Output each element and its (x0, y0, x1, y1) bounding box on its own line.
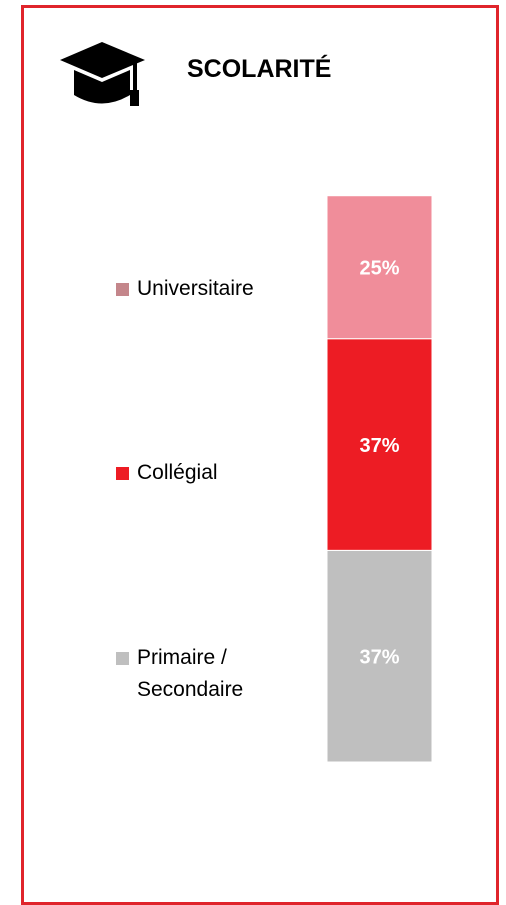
legend-swatch (116, 652, 129, 666)
legend-item: Universitaire (116, 273, 276, 305)
bar-segment (326, 195, 433, 340)
graduation-cap-icon (60, 42, 145, 106)
legend-item: Collégial (116, 457, 276, 489)
value-label: 25% (359, 258, 399, 280)
legend-label: Universitaire (137, 277, 254, 301)
page: 37% 37% 25% SCOLARITÉ Primaire / Secondair… (21, 5, 499, 905)
legend-swatch (116, 283, 129, 297)
legend-swatch (116, 466, 129, 480)
value-label: 37% (359, 646, 399, 668)
chart-title: SCOLARITÉ (187, 55, 332, 83)
legend-label: Collégial (137, 460, 218, 484)
legend-item: Primaire / Secondaire (116, 642, 276, 706)
bar-segment (326, 338, 433, 551)
value-label: 37% (359, 435, 399, 457)
legend-label: Primaire / Secondaire (137, 646, 244, 702)
chart: 37% 37% 25% (60, 42, 433, 763)
